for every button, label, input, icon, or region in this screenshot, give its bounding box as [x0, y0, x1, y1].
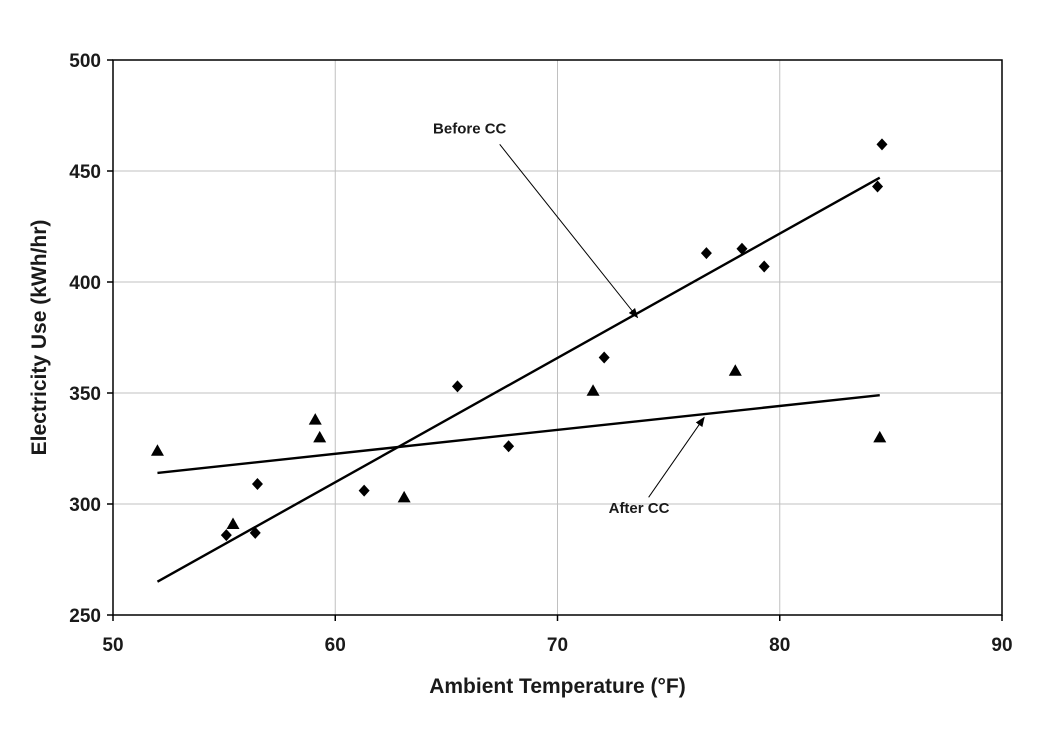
data-point-diamond — [700, 247, 712, 260]
y-tick-label: 400 — [69, 273, 101, 294]
x-tick-label: 80 — [769, 635, 790, 656]
data-point-triangle — [150, 444, 164, 456]
x-tick-label: 90 — [991, 635, 1012, 656]
axis-ticks: 50 60 70 80 90 250 300 350 400 450 500 — [69, 51, 1012, 656]
annotation-arrow — [499, 144, 639, 319]
data-point-diamond — [876, 138, 888, 151]
y-tick-label: 300 — [69, 495, 101, 516]
data-point-diamond — [758, 260, 770, 273]
trendline-diamond — [156, 176, 881, 583]
data-point-diamond — [872, 180, 884, 193]
annotation-arrow — [648, 416, 705, 498]
x-tick-label: 60 — [325, 635, 346, 656]
data-point-triangle — [728, 364, 742, 376]
x-axis-title: Ambient Temperature (°F) — [429, 675, 686, 698]
annotation-label: After CC — [609, 500, 670, 517]
annotation-label: Before CC — [433, 120, 507, 137]
y-tick-label: 500 — [69, 51, 101, 72]
data-points — [150, 138, 888, 542]
trendlines — [156, 176, 881, 583]
y-axis-title: Electricity Use (kWh/hr) — [28, 220, 51, 456]
data-point-diamond — [598, 351, 610, 364]
x-tick-label: 50 — [102, 635, 123, 656]
annotations: Before CC After CC — [433, 120, 705, 517]
y-tick-label: 350 — [69, 384, 101, 405]
data-point-diamond — [251, 478, 263, 491]
data-point-diamond — [451, 380, 463, 393]
data-point-diamond — [736, 242, 748, 255]
data-point-triangle — [397, 490, 411, 503]
data-point-diamond — [220, 529, 232, 542]
data-point-triangle — [586, 384, 600, 396]
data-point-diamond — [503, 440, 515, 453]
x-tick-label: 70 — [547, 635, 568, 656]
data-point-diamond — [249, 526, 261, 539]
y-tick-label: 250 — [69, 606, 101, 627]
grid — [113, 60, 1002, 615]
y-tick-label: 450 — [69, 162, 101, 183]
data-point-triangle — [226, 517, 240, 529]
data-point-triangle — [308, 413, 322, 425]
trendline-triangle — [157, 394, 880, 475]
data-point-triangle — [313, 430, 327, 443]
data-point-triangle — [873, 430, 887, 443]
data-point-diamond — [358, 484, 370, 497]
